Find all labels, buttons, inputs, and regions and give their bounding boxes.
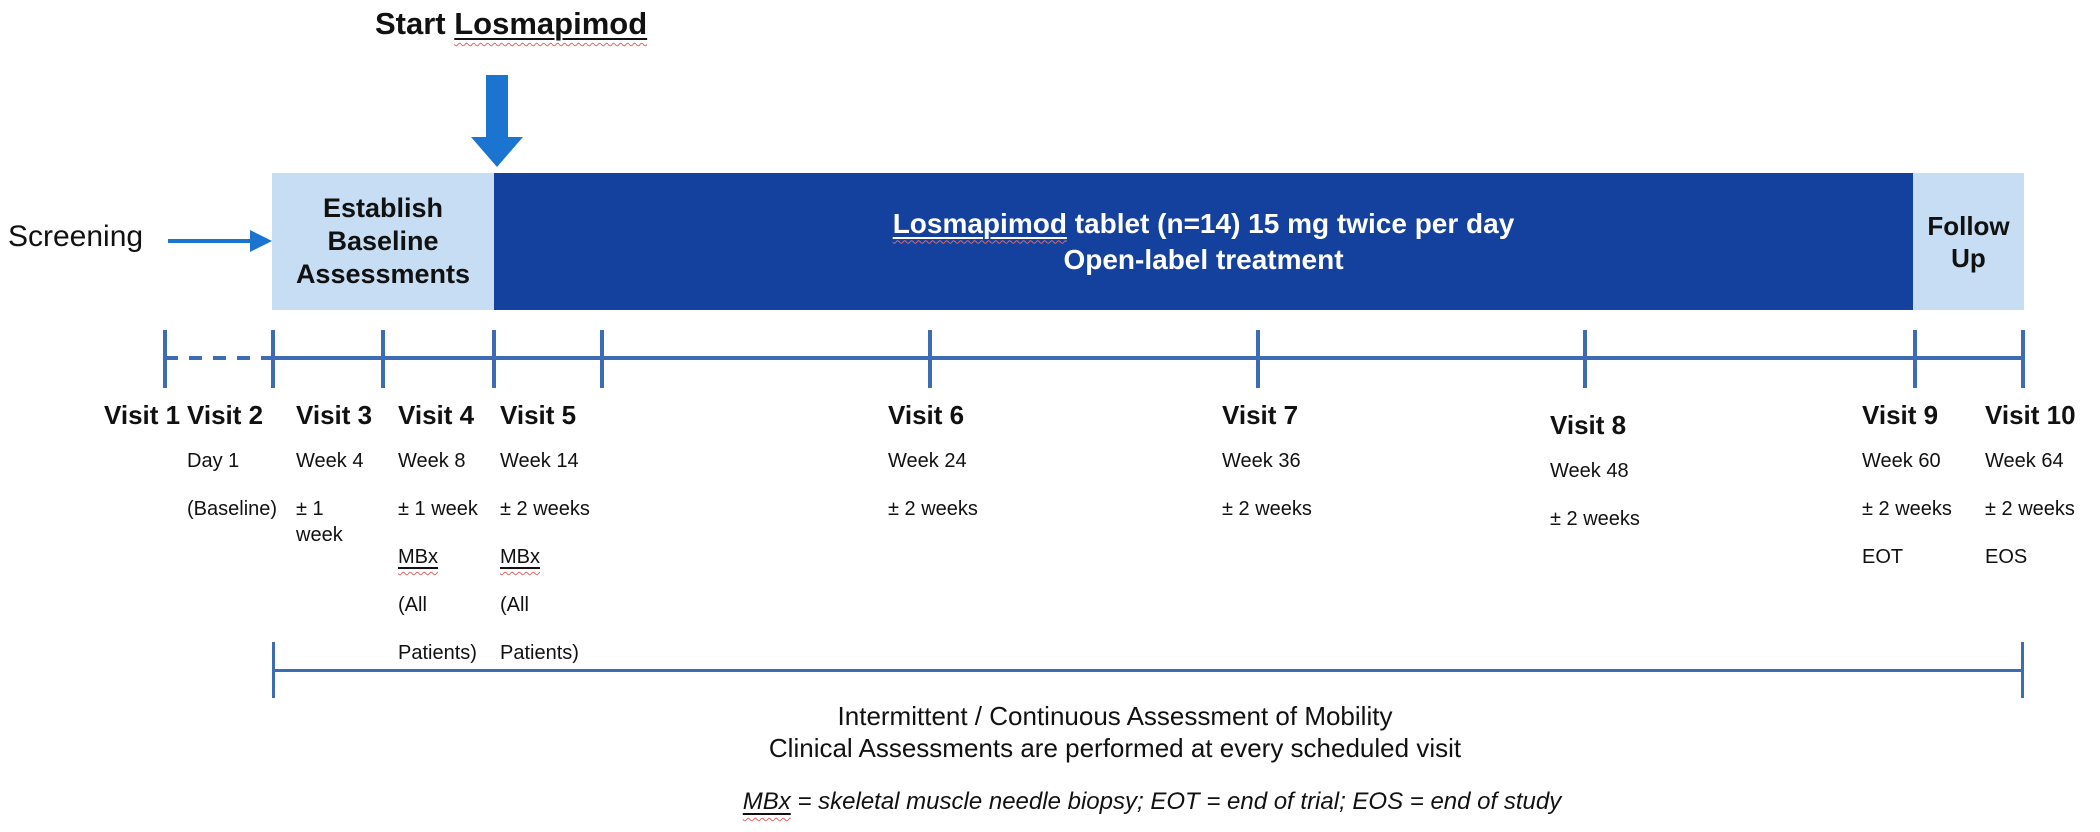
visit-detail-line: ± 2 weeks xyxy=(1222,498,1312,520)
visit-column-2: Visit 2 Day 1 (Baseline) xyxy=(187,400,297,544)
baseline-segment: Establish Baseline Assessments xyxy=(272,173,494,310)
visit-detail-line: Week 36 xyxy=(1222,450,1301,472)
visit-column-1: Visit 1 xyxy=(104,400,194,448)
tick-visit-1 xyxy=(163,330,167,388)
visit-detail-line: ± 1 week xyxy=(296,498,343,546)
mbx-label: MBx xyxy=(500,546,540,568)
tick-visit-6 xyxy=(928,330,932,388)
title-prefix: Start xyxy=(375,6,455,41)
footnote-abbr: MBx xyxy=(742,788,791,815)
screening-arrow-icon xyxy=(168,239,252,243)
visit-name: Visit 8 xyxy=(1550,410,1627,440)
treatment-drug-underline: Losmapimod xyxy=(893,208,1067,239)
title-drug-underline: Losmapimod xyxy=(454,6,647,41)
visit-detail-line: Week 8 xyxy=(398,450,466,472)
visit-column-7: Visit 7 Week 36 ± 2 weeks xyxy=(1222,400,1362,544)
visit-name: Visit 5 xyxy=(500,400,577,430)
tick-visit-5 xyxy=(600,330,604,388)
visit-name: Visit 4 xyxy=(398,400,475,430)
footnote-abbr-underline: MBx xyxy=(743,788,791,815)
visit-column-5: Visit 5 Week 14 ± 2 weeks MBx (All Patie… xyxy=(500,400,622,688)
treatment-drug: Losmapimod xyxy=(892,207,1067,239)
assessment-bracket-line xyxy=(272,669,2024,672)
visit-detail-line: ± 2 weeks xyxy=(888,498,978,520)
treatment-line1-rest: tablet (n=14) 15 mg twice per day xyxy=(1066,207,1515,239)
treatment-segment: Losmapimod tablet (n=14) 15 mg twice per… xyxy=(494,173,1913,310)
visit-detail-line-mbx: MBx xyxy=(398,544,500,570)
down-arrow-head-icon xyxy=(471,137,523,167)
treatment-line2: Open-label treatment xyxy=(1063,243,1344,275)
tick-visit-8 xyxy=(1583,330,1587,388)
tick-visit-10 xyxy=(2021,330,2025,388)
assessment-text: Intermittent / Continuous Assessment of … xyxy=(560,700,1670,764)
visit-detail-line: ± 1 week xyxy=(398,498,478,520)
screening-label: Screening xyxy=(8,220,144,253)
visit-name: Visit 7 xyxy=(1222,400,1299,430)
visit-detail-line: EOS xyxy=(1985,546,2028,568)
assessment-bracket-left-cap xyxy=(272,642,275,698)
visit-detail-line: Week 24 xyxy=(888,450,967,472)
visit-detail-line: Patients) xyxy=(398,642,477,664)
visit-detail-line: Week 14 xyxy=(500,450,579,472)
visit-detail-line-mbx: MBx xyxy=(500,544,622,570)
visit-detail-line: (All xyxy=(398,594,427,616)
mbx-underline: MBx xyxy=(500,546,540,568)
visit-column-8: Visit 8 Week 48 ± 2 weeks xyxy=(1550,410,1690,554)
visit-detail-line: ± 2 weeks xyxy=(1862,498,1952,520)
visit-name: Visit 2 xyxy=(187,400,264,430)
visit-detail-line: (Baseline) xyxy=(187,498,278,520)
visit-detail-line: Week 64 xyxy=(1985,450,2064,472)
visit-detail-line: ± 2 weeks xyxy=(500,498,590,520)
tick-visit-4 xyxy=(492,330,496,388)
visit-detail-line: Day 1 xyxy=(187,450,240,472)
visit-column-3: Visit 3 Week 4 ± 1 week xyxy=(296,400,373,570)
visit-column-6: Visit 6 Week 24 ± 2 weeks xyxy=(888,400,1028,544)
visit-column-4: Visit 4 Week 8 ± 1 week MBx (All Patient… xyxy=(398,400,500,688)
timeline-line xyxy=(273,356,2023,360)
screening-arrow-head-icon xyxy=(250,230,272,252)
visit-name: Visit 9 xyxy=(1862,400,1939,430)
tick-visit-7 xyxy=(1256,330,1260,388)
visit-detail-line: EOT xyxy=(1862,546,1904,568)
footnote-rest: = skeletal muscle needle biopsy; EOT = e… xyxy=(790,788,1562,815)
assessment-bracket-right-cap xyxy=(2021,642,2024,698)
visit-column-10: Visit 10 Week 64 ± 2 weeks EOS xyxy=(1985,400,2099,592)
followup-segment: Follow Up xyxy=(1913,173,2024,310)
assessment-line2: Clinical Assessments are performed at ev… xyxy=(768,733,1462,763)
visit-name: Visit 3 xyxy=(296,400,373,430)
tick-visit-9 xyxy=(1913,330,1917,388)
visit-detail-line: Week 60 xyxy=(1862,450,1941,472)
start-losmapimod-title: Start Losmapimod xyxy=(375,6,647,42)
assessment-line1: Intermittent / Continuous Assessment of … xyxy=(837,701,1393,731)
title-drug: Losmapimod xyxy=(454,6,648,41)
visit-detail-line: Week 4 xyxy=(296,450,364,472)
treatment-bar: Establish Baseline Assessments Losmapimo… xyxy=(272,173,2024,310)
timeline-dashed-segment xyxy=(165,356,273,360)
visit-name: Visit 1 xyxy=(104,400,181,430)
visit-name: Visit 6 xyxy=(888,400,965,430)
mbx-underline: MBx xyxy=(398,546,438,568)
visit-detail-line: (All xyxy=(500,594,529,616)
tick-visit-2 xyxy=(271,330,275,388)
footnote: MBx = skeletal muscle needle biopsy; EOT… xyxy=(600,788,1704,816)
tick-visit-3 xyxy=(381,330,385,388)
visit-detail-line: Patients) xyxy=(500,642,579,664)
mbx-label: MBx xyxy=(398,546,438,568)
down-arrow-icon xyxy=(486,75,508,137)
visit-name: Visit 10 xyxy=(1985,400,2076,430)
visit-column-9: Visit 9 Week 60 ± 2 weeks EOT xyxy=(1862,400,1974,592)
visit-detail-line: ± 2 weeks xyxy=(1550,508,1640,530)
visit-detail-line: Week 48 xyxy=(1550,460,1629,482)
treatment-line1: Losmapimod tablet (n=14) 15 mg twice per… xyxy=(893,206,1515,242)
visit-detail-line: ± 2 weeks xyxy=(1985,498,2075,520)
